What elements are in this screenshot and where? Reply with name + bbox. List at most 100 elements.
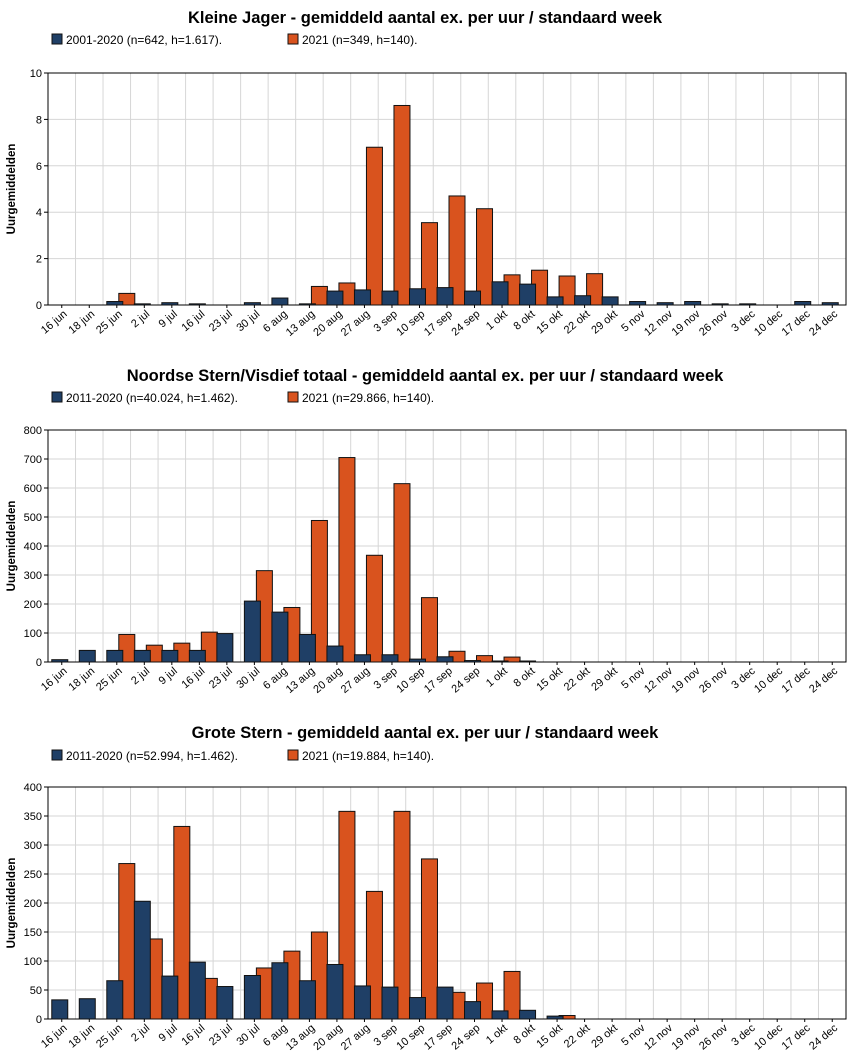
bar-current-10	[338, 457, 356, 663]
x-tick-label: 24 sep	[449, 1022, 482, 1052]
x-tick-label: 17 dec	[780, 308, 813, 339]
bar-hist-11	[353, 654, 371, 663]
bar-current-16	[503, 970, 521, 1020]
x-tick-label: 26 nov	[697, 665, 730, 696]
x-tick-label: 1 okt	[484, 1022, 510, 1047]
x-tick-label: 2 jul	[129, 1022, 152, 1044]
bar-hist-0	[51, 999, 69, 1020]
x-tick-label: 18 jun	[67, 1022, 98, 1050]
bar-hist-7	[243, 975, 261, 1020]
x-tick-label: 24 dec	[807, 1022, 840, 1053]
bar-current-16	[503, 656, 521, 663]
bar-hist-9	[298, 980, 316, 1020]
x-tick-label: 18 jun	[67, 308, 98, 336]
legend-swatch-1	[51, 33, 63, 45]
x-tick-label: 2 jul	[129, 665, 152, 687]
y-tick-label: 100	[24, 628, 42, 640]
bar-hist-15	[464, 290, 482, 306]
y-tick-label: 500	[24, 512, 42, 524]
x-tick-label: 22 okt	[562, 665, 593, 693]
bar-hist-7	[243, 302, 261, 306]
bar-hist-22	[656, 302, 674, 306]
bar-hist-8	[271, 611, 289, 663]
bar-hist-12	[381, 986, 399, 1020]
x-tick-label: 25 jun	[94, 308, 125, 336]
bar-hist-5	[188, 649, 206, 663]
chart-title: Noordse Stern/Visdief totaal - gemiddeld…	[127, 367, 724, 385]
bar-hist-14	[436, 287, 454, 306]
bar-current-13	[420, 222, 438, 306]
bar-hist-9	[298, 633, 316, 663]
bar-hist-25	[739, 303, 757, 306]
bar-hist-9	[298, 303, 316, 306]
x-tick-label: 12 nov	[642, 665, 675, 696]
y-tick-label: 300	[24, 840, 42, 852]
bar-hist-20	[601, 296, 619, 306]
bar-current-9	[310, 285, 328, 306]
bar-hist-1	[78, 649, 96, 663]
x-tick-label: 30 jul	[234, 1022, 262, 1048]
bar-hist-6	[216, 986, 234, 1020]
x-tick-label: 17 dec	[780, 665, 813, 696]
x-tick-label: 25 jun	[94, 1022, 125, 1050]
bar-hist-0	[51, 659, 69, 663]
x-tick-label: 15 okt	[534, 1022, 565, 1050]
x-tick-label: 8 okt	[511, 665, 537, 690]
x-tick-label: 8 okt	[511, 1022, 537, 1047]
bar-hist-3	[133, 649, 151, 663]
x-tick-label: 25 jun	[94, 665, 125, 693]
bar-hist-11	[353, 289, 371, 306]
y-tick-label: 2	[36, 254, 42, 266]
y-tick-label: 800	[24, 425, 42, 437]
bar-hist-1	[78, 998, 96, 1020]
x-tick-label: 17 sep	[422, 1022, 455, 1052]
x-tick-label: 10 sep	[394, 665, 427, 695]
bar-hist-13	[408, 997, 426, 1020]
x-tick-label: 12 nov	[642, 1022, 675, 1053]
bar-current-15	[476, 655, 494, 663]
y-tick-label: 300	[24, 570, 42, 582]
bar-hist-3	[133, 900, 151, 1020]
x-tick-label: 15 okt	[534, 665, 565, 693]
chart-2: Noordse Stern/Visdief totaal - gemiddeld…	[6, 367, 847, 696]
bar-hist-15	[464, 660, 482, 663]
bar-hist-6	[216, 633, 234, 663]
y-axis-label: Uurgemiddelden	[6, 858, 18, 949]
bar-hist-2	[106, 301, 124, 306]
x-tick-label: 15 okt	[534, 308, 565, 336]
x-tick-label: 23 jul	[207, 1022, 235, 1048]
x-tick-label: 29 okt	[589, 308, 620, 336]
bar-current-13	[420, 858, 438, 1020]
x-tick-label: 17 dec	[780, 1022, 813, 1053]
y-axis-label: Uurgemiddelden	[6, 144, 18, 235]
chart-title: Kleine Jager - gemiddeld aantal ex. per …	[188, 9, 663, 27]
x-tick-label: 10 dec	[752, 308, 785, 339]
bar-hist-8	[271, 297, 289, 306]
bar-hist-11	[353, 985, 371, 1020]
bar-current-12	[393, 810, 411, 1020]
x-tick-label: 20 aug	[311, 1022, 344, 1053]
x-tick-label: 17 sep	[422, 665, 455, 695]
bar-hist-12	[381, 290, 399, 306]
bar-current-4	[173, 825, 191, 1020]
x-tick-label: 29 okt	[589, 665, 620, 693]
x-tick-label: 13 aug	[284, 665, 317, 696]
x-tick-label: 23 jul	[207, 665, 235, 691]
x-tick-label: 16 jun	[39, 665, 70, 693]
x-tick-label: 16 jul	[179, 308, 207, 334]
bar-current-9	[310, 519, 328, 663]
bar-hist-13	[408, 658, 426, 663]
x-tick-label: 10 dec	[752, 665, 785, 696]
x-tick-label: 13 aug	[284, 1022, 317, 1053]
bar-hist-5	[188, 961, 206, 1020]
y-tick-label: 10	[30, 68, 42, 80]
x-tick-label: 24 sep	[449, 665, 482, 695]
x-tick-label: 10 sep	[394, 1022, 427, 1052]
x-tick-label: 23 jul	[207, 308, 235, 334]
legend-entry-1: 2011-2020 (n=40.024, h=1.462).	[66, 391, 238, 405]
y-tick-label: 0	[36, 657, 42, 669]
x-tick-label: 16 jun	[39, 1022, 70, 1050]
x-tick-label: 30 jul	[234, 308, 262, 334]
bar-hist-27	[794, 301, 812, 306]
plot-frame	[47, 72, 847, 306]
